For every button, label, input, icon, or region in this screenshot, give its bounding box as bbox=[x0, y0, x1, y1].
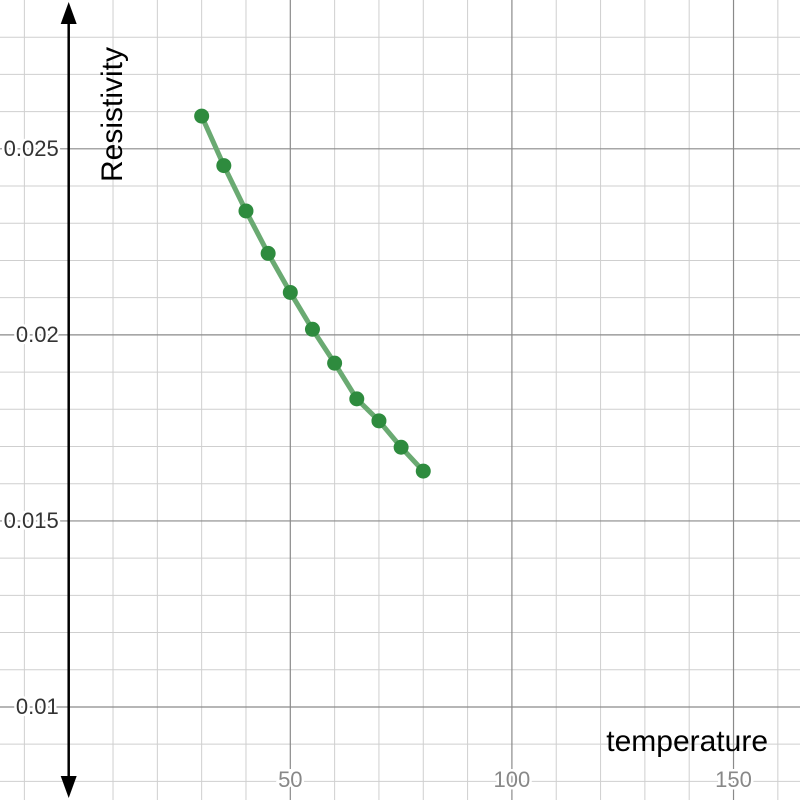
x-tick-label: 50 bbox=[278, 767, 302, 792]
data-point bbox=[349, 391, 365, 407]
data-point bbox=[216, 158, 232, 174]
y-axis bbox=[60, 2, 77, 798]
series-line bbox=[199, 113, 426, 474]
data-point bbox=[238, 203, 254, 219]
y-axis-arrow-top bbox=[60, 2, 77, 24]
tick-labels: 0.01 0.015 0.02 0.025 50 100 150 bbox=[1, 133, 754, 794]
y-tick-label: 0.01 bbox=[16, 694, 59, 719]
data-point bbox=[415, 463, 431, 479]
y-axis-label: Resistivity bbox=[96, 47, 129, 182]
data-point bbox=[371, 413, 387, 429]
data-point bbox=[393, 439, 409, 455]
data-point bbox=[260, 245, 276, 261]
data-point bbox=[327, 355, 343, 371]
data-point bbox=[282, 284, 298, 300]
y-tick-label: 0.025 bbox=[4, 136, 59, 161]
x-tick-label: 150 bbox=[715, 767, 752, 792]
y-tick-label: 0.02 bbox=[16, 322, 59, 347]
y-tick-label: 0.015 bbox=[4, 508, 59, 533]
x-tick-label: 100 bbox=[494, 767, 531, 792]
y-axis-arrow-bottom bbox=[60, 776, 77, 798]
data-point bbox=[194, 108, 210, 124]
data-point bbox=[304, 321, 320, 337]
x-axis-label: temperature bbox=[606, 725, 768, 758]
series-layer bbox=[194, 108, 431, 479]
